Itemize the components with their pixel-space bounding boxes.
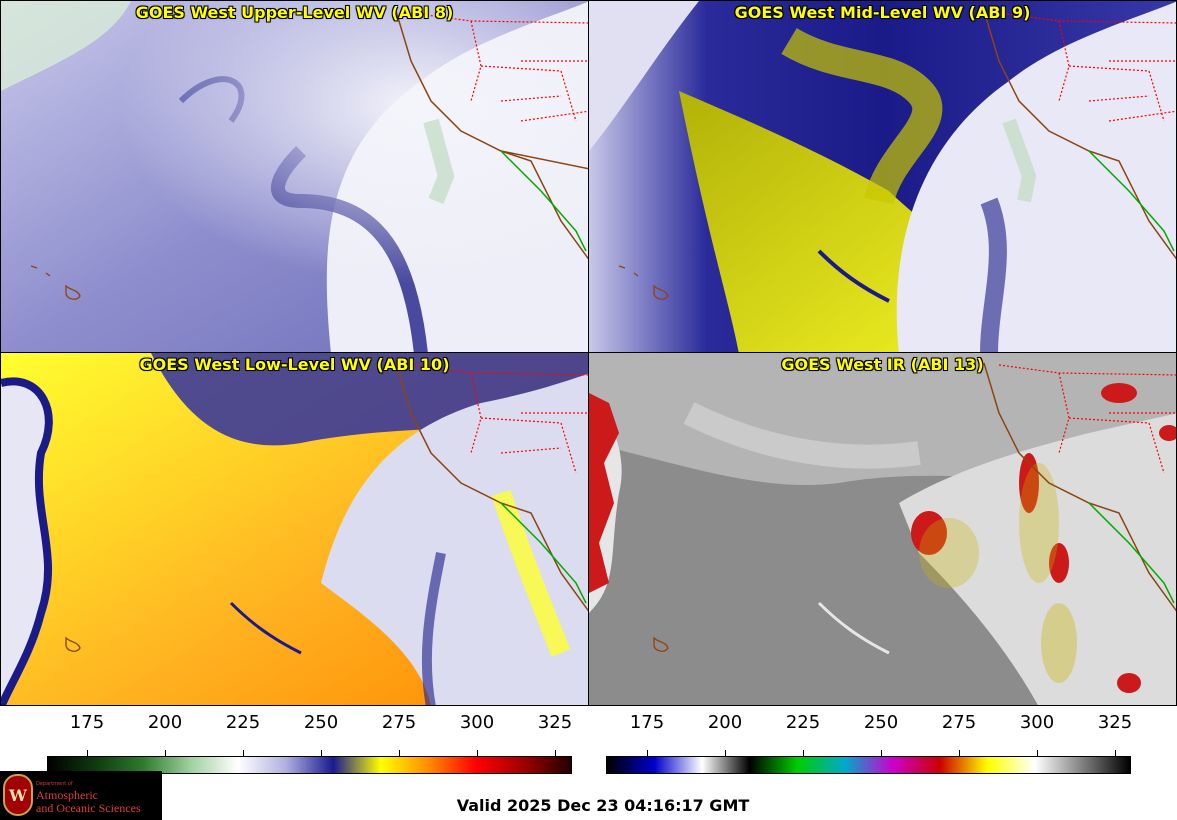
- tick-label: 200: [707, 712, 743, 733]
- valid-time: Valid 2025 Dec 23 04:16:17 GMT: [456, 796, 750, 815]
- panel-title: GOES West Mid-Level WV (ABI 9): [734, 3, 1031, 22]
- panel-ir: GOES West IR (ABI 13): [588, 352, 1177, 706]
- tick-label: 250: [863, 712, 899, 733]
- tick-label: 325: [537, 712, 573, 733]
- tick-label: 300: [459, 712, 495, 733]
- tick-label: 225: [785, 712, 821, 733]
- colorbar-gradient: [47, 756, 572, 774]
- tick-label: 275: [381, 712, 417, 733]
- panel-title: GOES West Low-Level WV (ABI 10): [139, 355, 450, 374]
- aos-logo: W Department of Atmospheric and Oceanic …: [0, 771, 162, 820]
- colorbar-gradient: [606, 756, 1131, 774]
- ir-image: [589, 353, 1176, 705]
- panel-upper-level-wv: GOES West Upper-Level WV (ABI 8): [0, 0, 589, 353]
- mid-wv-image: [589, 1, 1176, 352]
- tick-label: 225: [225, 712, 261, 733]
- low-wv-image: [1, 353, 588, 705]
- panel-low-level-wv: GOES West Low-Level WV (ABI 10): [0, 352, 589, 706]
- logo-line1: Atmospheric: [36, 788, 98, 802]
- upper-wv-image: [1, 1, 588, 352]
- tick-label: 300: [1019, 712, 1055, 733]
- panel-title: GOES West Upper-Level WV (ABI 8): [135, 3, 454, 22]
- tick-label: 275: [941, 712, 977, 733]
- panel-mid-level-wv: GOES West Mid-Level WV (ABI 9): [588, 0, 1177, 353]
- colorbar-wv: 175 200 225 250 275 300 325: [0, 712, 589, 782]
- tick-label: 175: [629, 712, 665, 733]
- uw-seal-icon: W: [3, 774, 33, 816]
- logo-dept: Department of: [36, 781, 73, 787]
- tick-label: 200: [147, 712, 183, 733]
- tick-label: 250: [303, 712, 339, 733]
- tick-label: 325: [1097, 712, 1133, 733]
- colorbar-ir: 175 200 225 250 275 300 325: [588, 712, 1177, 782]
- logo-line2: and Oceanic Sciences: [36, 801, 141, 815]
- panel-title: GOES West IR (ABI 13): [781, 355, 984, 374]
- tick-label: 175: [69, 712, 105, 733]
